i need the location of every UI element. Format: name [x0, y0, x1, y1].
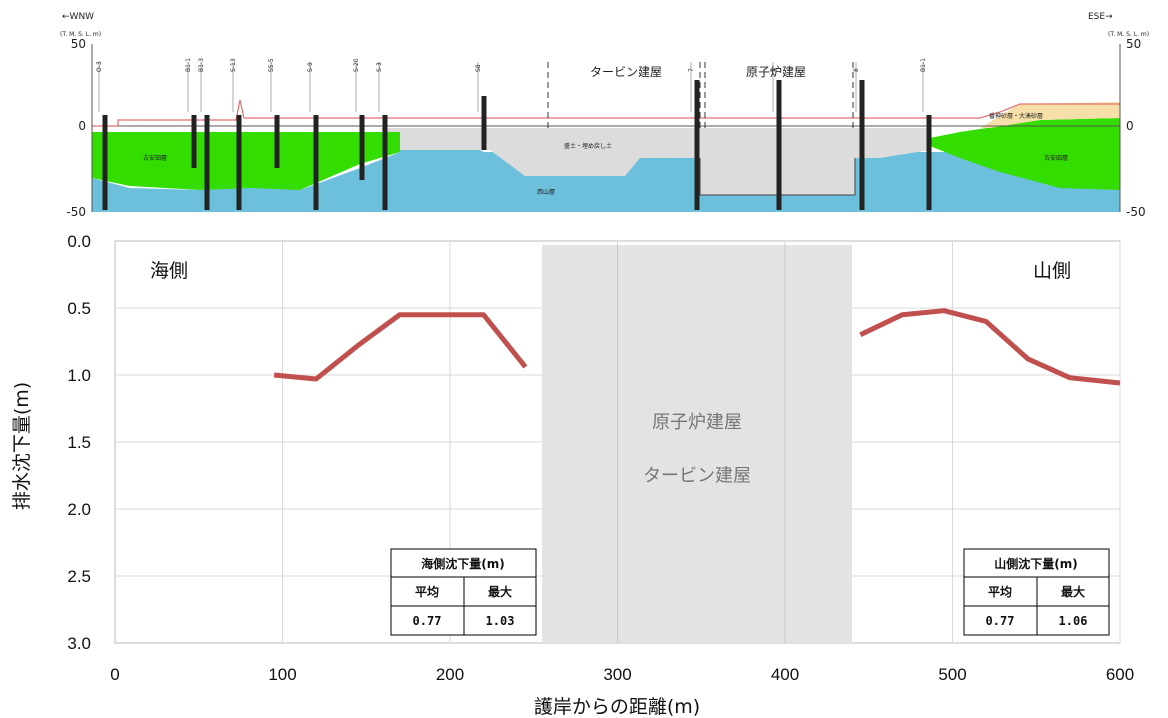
borehole-label: S-13	[230, 58, 237, 72]
geologic-section: O-3 B1-1 B1-3 S-13 S5-5 S-9 S-20 S-3 S8 7 5 8 B1-1 ←…	[60, 12, 1149, 219]
x-tick-label: 100	[268, 665, 296, 684]
sea-table-header-max: 最大	[488, 584, 512, 599]
boreholes: O-3 B1-1 B1-3 S-13 S5-5 S-9 S-20 S-3 S8 7 5 8 B1-1	[96, 58, 932, 210]
mountain-table-title: 山側沈下量(m)	[994, 556, 1077, 571]
furuasuda-layer-right	[930, 118, 1120, 190]
borehole-label: B1-1	[920, 58, 927, 72]
borehole-column	[776, 80, 782, 210]
mountain-side-table: 山側沈下量(m) 平均 最大 0.77 1.06	[963, 548, 1110, 636]
right-direction: ESE→	[1088, 12, 1113, 22]
sea-side-label: 海側	[150, 260, 188, 282]
fill-soil-layer	[380, 128, 930, 195]
sand-layer-label: 番神砂層・大湊砂層	[989, 112, 1043, 120]
furuasuda-label-right: 古安田層	[1044, 154, 1068, 162]
borehole-label: S-3	[376, 62, 383, 72]
furuasuda-label-left: 古安田層	[143, 154, 167, 162]
fill-soil-label: 盛土・埋め戻し土	[564, 142, 612, 150]
mountain-table-header-max: 最大	[1061, 584, 1085, 599]
section-ytick-m50-left: -50	[66, 205, 86, 219]
borehole-label: S8	[475, 64, 482, 72]
borehole-column	[926, 115, 932, 210]
borehole-label: 8	[853, 68, 860, 72]
settlement-chart: 原子炉建屋 タービン建屋 0 100 200 300 400 500 600 0.0 0.5 1…	[11, 232, 1134, 718]
borehole-column	[382, 115, 388, 210]
x-tick-label: 500	[938, 665, 966, 684]
left-datum-unit: (T. M. S. L. m)	[60, 31, 101, 38]
sea-table-header-avg: 平均	[415, 584, 439, 599]
borehole-column	[102, 115, 108, 210]
nishiyama-lower-fill	[400, 150, 700, 212]
mountain-table-header-avg: 平均	[988, 584, 1012, 599]
y-tick-label: 1.5	[67, 433, 91, 452]
series-lines	[273, 308, 1121, 386]
sand-layer-right	[980, 102, 1120, 128]
x-axis-label: 護岸からの距離(m)	[534, 696, 700, 718]
sea-table-title: 海側沈下量(m)	[421, 556, 504, 571]
zone-label-turbine: タービン建屋	[643, 466, 751, 487]
section-ytick-0-left: 0	[78, 119, 86, 133]
building-zone	[542, 245, 852, 643]
right-datum-unit: (T. M. S. L. m)	[1108, 31, 1149, 38]
x-tick-label: 400	[771, 665, 799, 684]
section-ytick-50-right: 50	[1126, 37, 1141, 51]
borehole-label: S-20	[353, 58, 360, 72]
borehole-column	[359, 115, 365, 180]
y-tick-label: 2.5	[67, 567, 91, 586]
y-tick-label: 3.0	[67, 634, 91, 653]
borehole-column	[859, 80, 865, 210]
y-tick-labels: 0.0 0.5 1.0 1.5 2.0 2.5 3.0	[67, 232, 91, 653]
x-tick-label: 600	[1106, 665, 1134, 684]
settlement-line-mountain-side	[859, 308, 1121, 386]
zone-grid-lines	[617, 245, 786, 643]
ground-surface	[92, 99, 1120, 127]
borehole-label: 7	[688, 68, 695, 72]
borehole-column	[236, 115, 242, 210]
borehole-label: B1-3	[198, 58, 205, 72]
sea-table-avg-value: 0.77	[413, 614, 442, 628]
y-axis-label: 排水沈下量(m)	[11, 382, 33, 510]
furuasuda-layer-left	[92, 132, 400, 190]
x-tick-labels: 0 100 200 300 400 500 600	[110, 665, 1134, 684]
y-tick-label: 2.0	[67, 500, 91, 519]
reactor-building-label: 原子炉建屋	[746, 65, 806, 79]
y-tick-label: 0.0	[67, 232, 91, 251]
section-ytick-0-right: 0	[1126, 119, 1134, 133]
section-ytick-m50-right: -50	[1126, 205, 1146, 219]
borehole-column	[694, 80, 700, 210]
mountain-table-avg-value: 0.77	[986, 614, 1015, 628]
borehole-column	[313, 115, 319, 210]
borehole-column	[481, 96, 487, 150]
x-tick-label: 200	[436, 665, 464, 684]
y-tick-label: 0.5	[67, 299, 91, 318]
nishiyama-label: 西山層	[537, 188, 555, 196]
mountain-side-label: 山側	[1033, 260, 1071, 282]
left-direction: ←WNW	[62, 12, 94, 22]
borehole-label: S5-5	[268, 58, 275, 72]
borehole-column	[274, 115, 280, 168]
y-tick-label: 1.0	[67, 366, 91, 385]
borehole-label: S-9	[307, 62, 314, 72]
borehole-column	[204, 115, 210, 210]
borehole-label: O-3	[96, 61, 103, 72]
section-ytick-50-left: 50	[71, 37, 86, 51]
zone-label-reactor: 原子炉建屋	[652, 412, 742, 433]
settlement-line-sea-side	[273, 312, 528, 382]
x-tick-label: 0	[110, 665, 119, 684]
borehole-label: B1-1	[185, 58, 192, 72]
sea-table-max-value: 1.03	[486, 614, 515, 628]
borehole-label: 5	[770, 68, 777, 72]
borehole-column	[191, 115, 197, 168]
mountain-table-max-value: 1.06	[1059, 614, 1088, 628]
sea-side-table: 海側沈下量(m) 平均 最大 0.77 1.03	[390, 548, 537, 636]
turbine-building-label: タービン建屋	[590, 65, 662, 79]
x-tick-label: 300	[603, 665, 631, 684]
